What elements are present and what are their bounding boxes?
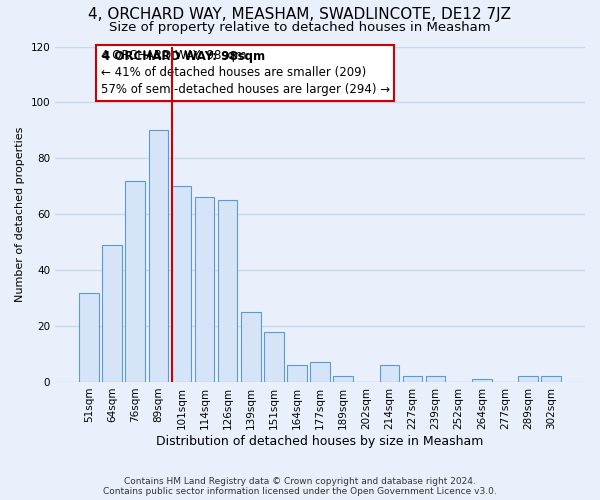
Bar	[241, 312, 260, 382]
Bar	[79, 292, 99, 382]
Bar	[518, 376, 538, 382]
Bar	[264, 332, 284, 382]
Bar	[472, 379, 491, 382]
Bar	[172, 186, 191, 382]
Y-axis label: Number of detached properties: Number of detached properties	[15, 126, 25, 302]
Bar	[310, 362, 330, 382]
Bar	[541, 376, 561, 382]
Text: Contains HM Land Registry data © Crown copyright and database right 2024.
Contai: Contains HM Land Registry data © Crown c…	[103, 476, 497, 496]
Bar	[125, 180, 145, 382]
Bar	[426, 376, 445, 382]
Bar	[103, 245, 122, 382]
Bar	[334, 376, 353, 382]
Bar	[218, 200, 238, 382]
Text: Size of property relative to detached houses in Measham: Size of property relative to detached ho…	[109, 21, 491, 34]
Bar	[287, 365, 307, 382]
Text: 4 ORCHARD WAY: 98sqm
← 41% of detached houses are smaller (209)
57% of semi-deta: 4 ORCHARD WAY: 98sqm ← 41% of detached h…	[101, 50, 390, 96]
X-axis label: Distribution of detached houses by size in Measham: Distribution of detached houses by size …	[157, 434, 484, 448]
Bar	[380, 365, 399, 382]
Text: 4 ORCHARD WAY: 98sqm: 4 ORCHARD WAY: 98sqm	[102, 50, 265, 63]
Bar	[195, 198, 214, 382]
Bar	[149, 130, 168, 382]
Text: 4, ORCHARD WAY, MEASHAM, SWADLINCOTE, DE12 7JZ: 4, ORCHARD WAY, MEASHAM, SWADLINCOTE, DE…	[89, 8, 511, 22]
Bar	[403, 376, 422, 382]
